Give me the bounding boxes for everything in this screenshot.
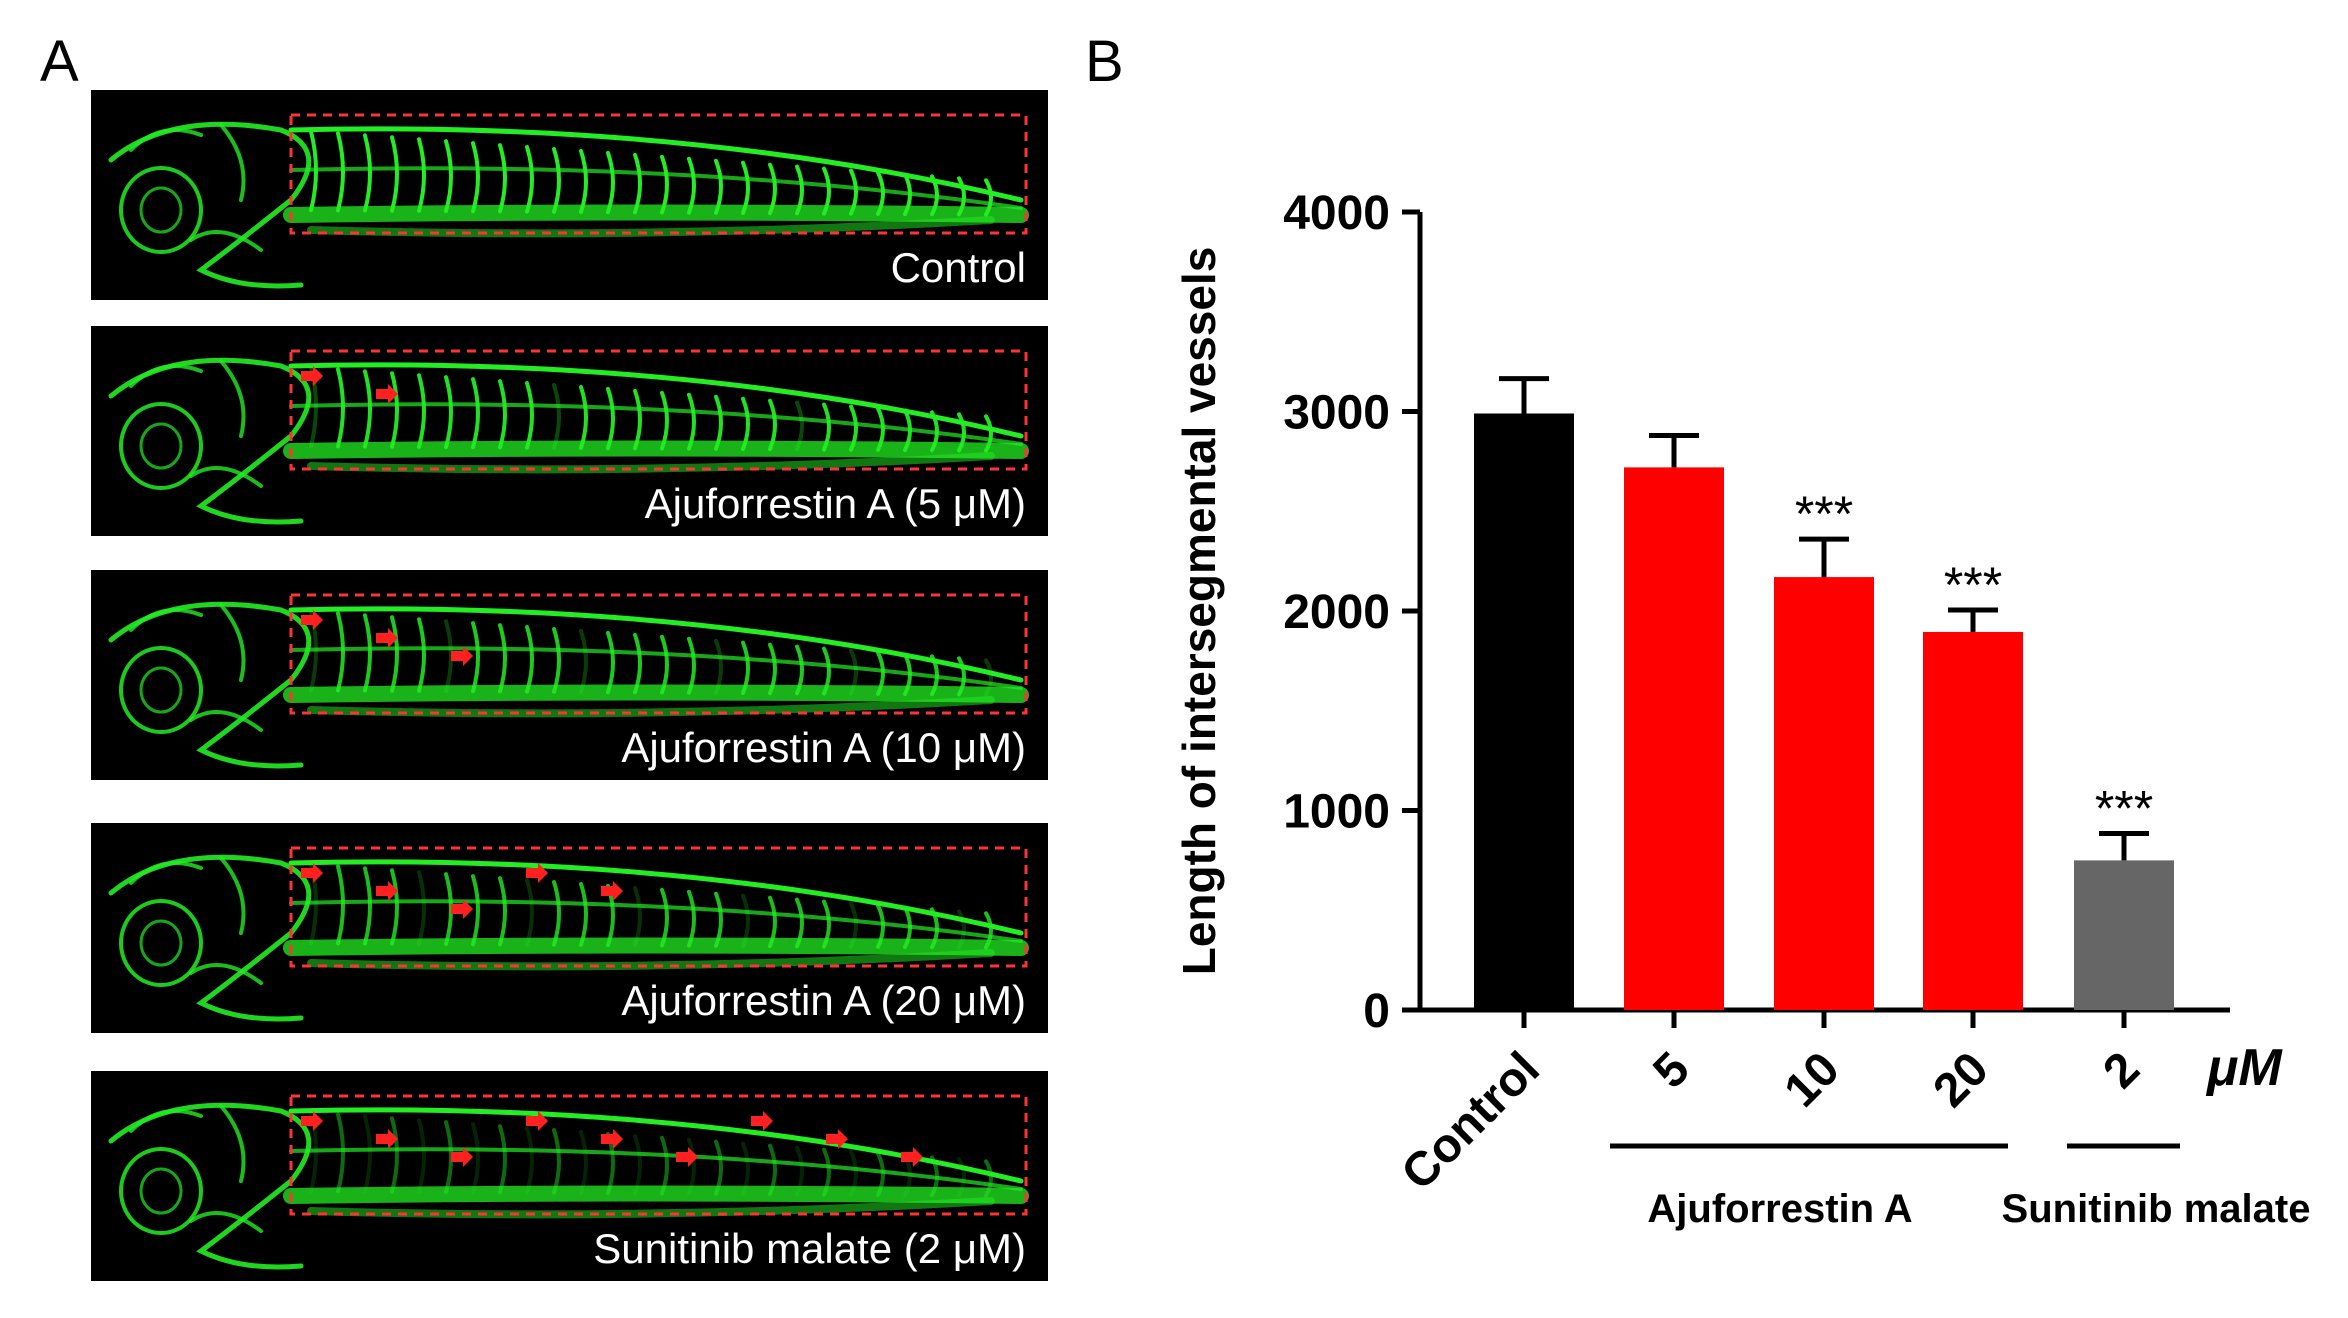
zebrafish-vessel-image <box>108 846 1029 1022</box>
region-box <box>289 846 1028 968</box>
category-label: Control <box>1392 1042 1550 1200</box>
defect-arrow-icon <box>826 1129 848 1149</box>
defect-arrow-icon <box>601 881 623 901</box>
bar <box>1474 413 1574 1010</box>
defect-arrow-icon <box>526 1111 548 1131</box>
category-label: 2 <box>2093 1042 2149 1098</box>
significance-marker: *** <box>1944 557 2002 613</box>
defect-arrow-icon <box>451 1147 473 1167</box>
group-label: Sunitinib malate <box>2002 1187 2311 1231</box>
micrograph-label: Control <box>890 244 1026 291</box>
defect-arrow-icon <box>601 1129 623 1149</box>
bar <box>2074 860 2174 1010</box>
defect-arrow-icon <box>301 610 323 630</box>
y-tick-label: 4000 <box>1283 187 1390 240</box>
defect-arrow-icon <box>376 628 398 648</box>
region-box <box>289 113 1028 235</box>
region-box <box>289 1094 1028 1216</box>
micrograph-4: Sunitinib malate (2 μM) <box>91 1071 1048 1281</box>
micrograph-1: Ajuforrestin A (5 μM) <box>91 326 1048 536</box>
zebrafish-vessel-image <box>108 349 1029 525</box>
significance-marker: *** <box>1795 486 1853 542</box>
y-tick-label: 2000 <box>1283 586 1390 639</box>
defect-arrow-icon <box>451 899 473 919</box>
bar <box>1624 467 1724 1010</box>
micrograph-2: Ajuforrestin A (10 μM) <box>91 570 1048 780</box>
panel-a-letter: A <box>40 29 79 94</box>
region-box <box>289 593 1028 715</box>
micrograph-label: Ajuforrestin A (5 μM) <box>644 480 1026 527</box>
category-label: 20 <box>1924 1042 1999 1117</box>
y-tick-label: 3000 <box>1283 387 1390 440</box>
category-label: 5 <box>1643 1042 1699 1098</box>
panel-b-letter: B <box>1085 29 1124 94</box>
defect-arrow-icon <box>526 863 548 883</box>
micrograph-3: Ajuforrestin A (20 μM) <box>91 823 1048 1033</box>
group-label: Ajuforrestin A <box>1647 1187 1912 1231</box>
category-label: 10 <box>1775 1042 1850 1117</box>
defect-arrow-icon <box>301 1111 323 1131</box>
bar <box>1774 577 1874 1010</box>
defect-arrow-icon <box>451 646 473 666</box>
zebrafish-vessel-image <box>108 113 1029 289</box>
bar <box>1923 631 2023 1010</box>
unit-label: μM <box>2205 1039 2283 1097</box>
micrograph-label: Sunitinib malate (2 μM) <box>593 1225 1026 1272</box>
zebrafish-vessel-image <box>108 1094 1029 1270</box>
defect-arrow-icon <box>376 384 398 404</box>
region-box <box>289 349 1028 471</box>
y-tick-label: 0 <box>1363 985 1390 1038</box>
y-tick-label: 1000 <box>1283 786 1390 839</box>
micrograph-label: Ajuforrestin A (10 μM) <box>621 724 1026 771</box>
y-axis-label: Length of intersegmental vessels <box>1173 247 1225 976</box>
defect-arrow-icon <box>301 366 323 386</box>
defect-arrow-icon <box>751 1111 773 1131</box>
defect-arrow-icon <box>301 863 323 883</box>
defect-arrow-icon <box>676 1147 698 1167</box>
zebrafish-vessel-image <box>108 593 1029 769</box>
defect-arrow-icon <box>901 1147 923 1167</box>
micrograph-label: Ajuforrestin A (20 μM) <box>621 977 1026 1024</box>
micrograph-0: Control <box>91 90 1048 300</box>
significance-marker: *** <box>2095 780 2153 836</box>
bar-chart: 0 1000 2000 3000 4000 Length of intersegmenta… <box>1173 187 2311 1231</box>
defect-arrow-icon <box>376 881 398 901</box>
defect-arrow-icon <box>376 1129 398 1149</box>
